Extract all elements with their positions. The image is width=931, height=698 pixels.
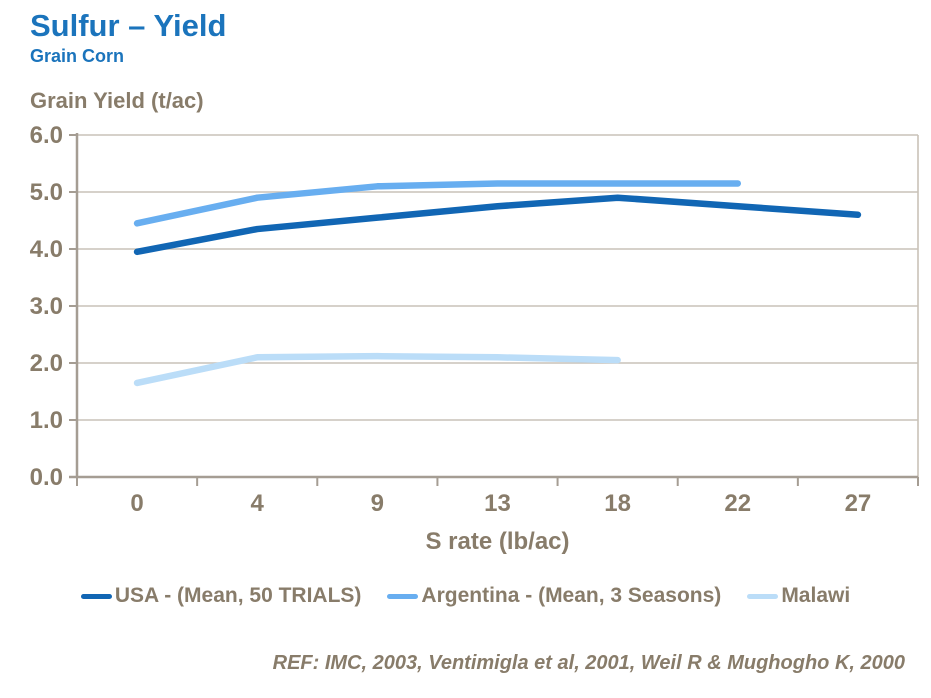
svg-text:27: 27 [845,490,872,517]
legend-item-usa: USA - (Mean, 50 TRIALS) [80,584,362,608]
svg-text:1.0: 1.0 [30,407,63,434]
svg-text:22: 22 [724,490,751,517]
argentina-line-swatch-icon [387,593,419,599]
svg-text:6.0: 6.0 [30,122,63,149]
chart-plot-area: 0.0 1.0 2.0 3.0 4.0 5.0 6.0 0 4 9 13 18 22 27 S rate (… [30,122,919,555]
svg-text:0.0: 0.0 [30,464,63,491]
svg-text:5.0: 5.0 [30,179,63,206]
chart-title: Sulfur – Yield [30,8,227,43]
svg-text:4: 4 [251,490,265,517]
svg-text:18: 18 [604,490,631,517]
svg-text:4.0: 4.0 [30,236,63,263]
chart-legend: USA - (Mean, 50 TRIALS) Argentina - (Mea… [0,584,931,608]
svg-text:13: 13 [484,490,511,517]
svg-text:3.0: 3.0 [30,293,63,320]
malawi-line-swatch-icon [747,593,779,599]
legend-item-malawi: Malawi [747,584,850,608]
chart-subtitle: Grain Corn [30,46,125,66]
usa-line-swatch-icon [80,593,112,599]
legend-label-usa: USA - (Mean, 50 TRIALS) [114,584,362,607]
svg-text:2.0: 2.0 [30,350,63,377]
svg-text:0: 0 [130,490,143,517]
y-axis-title: Grain Yield (t/ac) [30,88,204,113]
reference-citation: REF: IMC, 2003, Ventimigla et al, 2001, … [272,652,905,674]
legend-label-malawi: Malawi [781,584,851,607]
svg-text:S rate (lb/ac): S rate (lb/ac) [425,528,569,555]
svg-text:9: 9 [371,490,384,517]
legend-label-argentina: Argentina - (Mean, 3 Seasons) [421,584,722,607]
legend-item-argentina: Argentina - (Mean, 3 Seasons) [387,584,721,608]
